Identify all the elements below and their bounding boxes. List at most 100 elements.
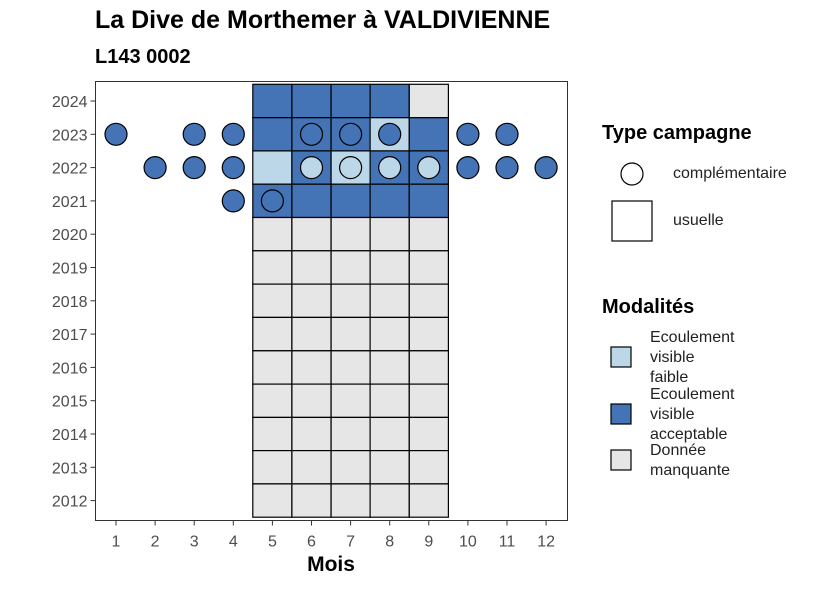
usuelle-cell [291,450,332,485]
usuelle-cell [408,483,449,518]
usuelle-cell [252,83,293,119]
usuelle-cell [330,316,371,352]
complementaire-points [104,122,558,213]
legend-mod-label-faible: Ecoulement visible faible [650,328,770,388]
usuelle-cell [369,316,410,352]
complementaire-point [339,156,363,180]
complementaire-point [456,156,480,180]
x-axis-label: Mois [307,553,355,576]
legend-mod-line: Ecoulement [650,386,735,403]
y-tick-label: 2024 [52,94,88,111]
y-tick-label: 2021 [52,194,88,211]
usuelle-cell [330,250,371,285]
usuelle-cell [408,316,449,352]
usuelle-cell [291,483,332,518]
usuelle-cell [408,216,449,252]
usuelle-cell [291,216,332,252]
x-tick-label: 10 [459,534,477,551]
usuelle-cell [252,283,293,319]
x-tick-label: 1 [112,534,121,551]
complementaire-point [182,122,206,146]
complementaire-point [104,122,128,146]
usuelle-cell [291,283,332,319]
usuelle-cell [369,383,410,419]
usuelle-cells [252,83,449,518]
x-tick-label: 2 [151,534,160,551]
usuelle-cell [252,250,293,285]
usuelle-cell [252,483,293,518]
x-tick-label: 11 [499,534,516,551]
usuelle-cell [252,216,293,252]
usuelle-cell [408,283,449,319]
complementaire-point [534,156,558,180]
legend-modalites [610,346,632,471]
legend-type-campagne [611,162,653,242]
chart-title: La Dive de Morthemer à VALDIVIENNE [95,6,551,34]
y-tick-label: 2014 [52,427,88,444]
legend-mod-line: Donnée [650,442,707,459]
usuelle-cell [330,450,371,485]
usuelle-cell [408,383,449,419]
usuelle-cell [252,350,293,385]
usuelle-cell [369,450,410,485]
usuelle-cell [330,383,371,419]
usuelle-cell [369,350,410,385]
legend-mod-line: visible [650,406,695,423]
x-tick-label: 5 [268,534,277,551]
y-tick-label: 2012 [52,494,88,511]
usuelle-cell [252,316,293,352]
complementaire-point [299,156,324,180]
usuelle-cell [408,250,449,285]
usuelle-cell [369,283,410,319]
usuelle-cell [291,250,332,285]
complementaire-point [339,122,363,146]
usuelle-cell [330,416,371,452]
usuelle-cell [291,83,332,119]
complementaire-point [221,189,245,213]
x-tick-label: 9 [424,534,433,551]
x-tick-label: 3 [190,534,199,551]
usuelle-cell [369,83,410,119]
y-axis: 2012 2013 2014 2015 2016 2017 2018 2019 2020 2021… [52,94,96,511]
chart-subtitle: L143 0002 [95,46,191,68]
y-tick-label: 2017 [52,327,88,344]
usuelle-cell [369,483,410,518]
complementaire-point [221,122,245,146]
usuelle-cell [330,183,371,219]
usuelle-cell [408,117,449,152]
usuelle-cell [408,83,449,119]
legend-complementaire-label: complémentaire [673,165,787,182]
usuelle-cell [330,483,371,518]
y-tick-label: 2015 [52,394,88,411]
usuelle-cell [330,216,371,252]
legend-mod-key [610,403,632,425]
legend-mod-line: manquante [650,462,731,479]
legend-mod-line: faible [650,369,689,386]
legend-mod-line: acceptable [650,426,728,443]
complementaire-point [299,122,324,146]
legend-mod-key [610,449,632,471]
legend-usuelle-symbol [611,200,653,242]
complementaire-point [143,156,167,180]
x-tick-label: 12 [537,534,555,551]
usuelle-cell [291,350,332,385]
y-tick-label: 2023 [52,127,88,144]
legend-mod-line: Ecoulement [650,329,735,346]
complementaire-point [417,156,441,180]
usuelle-cell [369,216,410,252]
complementaire-point [182,156,206,180]
usuelle-cell [330,283,371,319]
x-tick-label: 7 [346,534,355,551]
legend-mod-line: visible [650,349,695,366]
usuelle-cell [252,383,293,419]
y-tick-label: 2013 [52,460,88,477]
y-tick-label: 2022 [52,161,88,178]
legend-mod-key [610,346,632,368]
legend-modalites-title: Modalités [602,296,695,318]
y-tick-label: 2020 [52,227,88,244]
complementaire-point [456,122,480,146]
x-tick-label: 4 [229,534,238,551]
legend-complementaire-symbol [620,162,644,186]
complementaire-point [378,122,402,146]
